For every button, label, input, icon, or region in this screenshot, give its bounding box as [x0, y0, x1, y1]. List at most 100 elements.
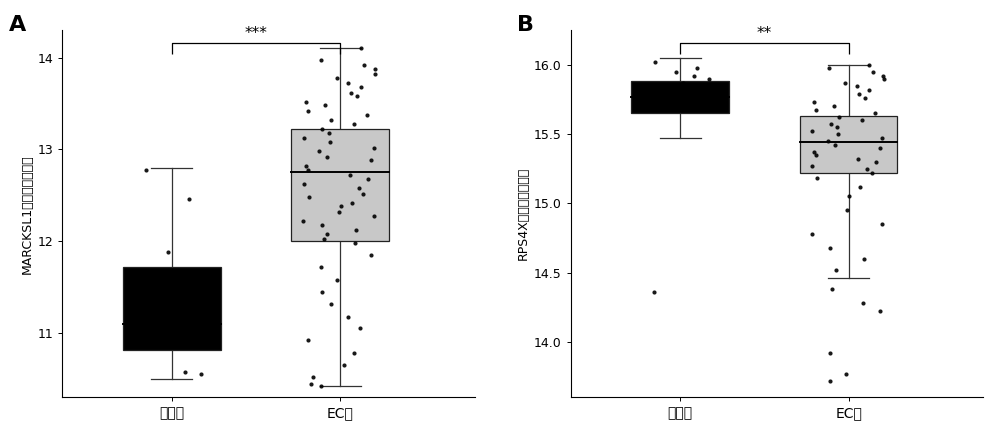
Point [857, 94, 873, 101]
Point [329, 276, 345, 283]
Point [849, 82, 865, 89]
Point [804, 163, 820, 170]
Point [366, 212, 382, 219]
Point [340, 313, 356, 320]
Point [864, 170, 880, 177]
Point [830, 131, 846, 138]
Point [352, 325, 368, 332]
Point [839, 207, 855, 214]
Point [823, 121, 839, 128]
Point [356, 62, 372, 69]
Point [838, 370, 854, 377]
Point [646, 86, 662, 93]
Point [296, 181, 312, 188]
Point [824, 286, 840, 293]
Point [367, 71, 383, 78]
Point [353, 83, 369, 90]
Point [193, 371, 209, 378]
Text: ***: *** [245, 26, 268, 41]
Point [301, 194, 317, 201]
Point [343, 89, 359, 96]
Point [875, 73, 891, 80]
Point [340, 80, 356, 87]
Point [319, 153, 335, 160]
Point [329, 74, 345, 81]
Point [668, 68, 684, 75]
Point [672, 82, 688, 89]
Point [874, 135, 890, 142]
Point [821, 64, 837, 71]
Point [336, 362, 352, 369]
Point [855, 300, 871, 307]
Y-axis label: MARCKSL1的相对表达水平: MARCKSL1的相对表达水平 [21, 154, 34, 274]
Point [822, 377, 838, 384]
Point [347, 239, 363, 246]
Point [305, 374, 321, 381]
Point [314, 126, 330, 133]
Point [323, 300, 339, 307]
Point [323, 117, 339, 124]
Point [856, 255, 872, 262]
Point [138, 166, 154, 173]
Bar [631, 81, 729, 113]
Point [359, 111, 375, 118]
Point [303, 380, 319, 387]
Point [298, 163, 314, 170]
Point [363, 157, 379, 164]
Point [342, 172, 358, 179]
Point [826, 103, 842, 110]
Point [806, 99, 822, 106]
Point [647, 59, 663, 66]
Point [177, 368, 193, 375]
Point [348, 227, 364, 234]
Point [314, 221, 330, 228]
Point [808, 151, 824, 158]
Point [316, 236, 332, 243]
Point [181, 195, 197, 202]
Point [313, 264, 329, 271]
Point [363, 252, 379, 259]
Point [349, 93, 365, 100]
Point [861, 86, 877, 93]
Point [822, 244, 838, 251]
Point [367, 65, 383, 72]
Point [321, 129, 337, 136]
Point [675, 79, 691, 86]
Bar [123, 267, 221, 350]
Point [686, 73, 702, 80]
Point [160, 249, 176, 256]
Point [852, 183, 868, 190]
Point [859, 165, 875, 172]
Point [850, 156, 866, 163]
Point [366, 144, 382, 151]
Point [809, 175, 825, 182]
Point [333, 203, 349, 210]
Text: A: A [9, 15, 26, 35]
Point [874, 221, 890, 228]
Point [300, 337, 316, 344]
Point [822, 350, 838, 357]
Point [804, 128, 820, 135]
Point [313, 383, 329, 390]
Y-axis label: RPS4X的相对表达水平: RPS4X的相对表达水平 [517, 167, 530, 260]
Point [317, 102, 333, 109]
Point [841, 193, 857, 200]
Point [300, 108, 316, 114]
Point [344, 199, 360, 206]
Point [804, 230, 820, 237]
Point [298, 98, 314, 105]
Point [346, 350, 362, 357]
Point [665, 104, 681, 111]
Point [691, 100, 707, 107]
Point [300, 166, 316, 173]
Bar [291, 129, 389, 241]
Text: B: B [517, 15, 534, 35]
Point [827, 142, 843, 149]
Point [808, 107, 824, 114]
Point [829, 124, 845, 131]
Point [820, 138, 836, 145]
Point [311, 148, 327, 155]
Point [351, 184, 367, 191]
Point [876, 75, 892, 82]
Point [658, 90, 674, 97]
